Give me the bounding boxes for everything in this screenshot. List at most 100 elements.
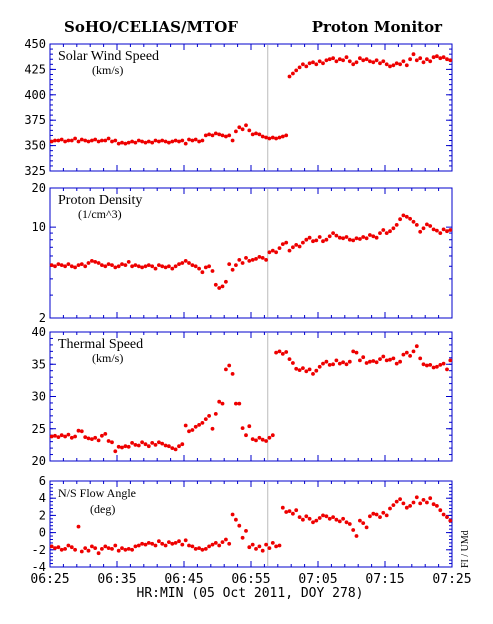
data-point-flow <box>96 551 101 556</box>
data-point-thermal <box>100 433 104 438</box>
data-point-thermal <box>237 401 242 406</box>
data-point-density <box>203 265 208 270</box>
data-point-flow <box>391 503 396 507</box>
y-tick-label: 40 <box>32 325 46 339</box>
data-point-flow <box>244 529 248 533</box>
data-point-speed <box>100 138 104 143</box>
data-point-thermal <box>435 364 439 369</box>
data-point-density <box>96 261 101 265</box>
data-point-thermal <box>327 363 332 367</box>
data-point-density <box>53 264 57 269</box>
panel-unit-flow: (deg) <box>90 502 115 516</box>
data-point-speed <box>63 139 67 144</box>
data-point-flow <box>445 515 449 519</box>
x-tick-label: 06:45 <box>164 572 203 587</box>
data-point-thermal <box>414 344 419 349</box>
data-point-flow <box>331 515 335 519</box>
data-point-density <box>398 217 402 222</box>
data-point-density <box>173 264 178 269</box>
data-point-thermal <box>314 368 319 373</box>
data-point-flow <box>227 541 232 546</box>
data-point-density <box>341 236 345 241</box>
data-point-flow <box>187 543 191 548</box>
data-point-speed <box>140 139 145 144</box>
data-point-speed <box>311 60 315 65</box>
data-point-flow <box>73 547 77 552</box>
side-note: FI / UMd <box>460 530 471 568</box>
data-point-density <box>90 259 94 263</box>
data-point-density <box>344 235 349 239</box>
data-point-flow <box>337 519 342 524</box>
data-point-thermal <box>294 366 299 371</box>
data-point-speed <box>163 139 168 144</box>
data-point-flow <box>277 543 282 548</box>
data-point-flow <box>210 542 215 547</box>
y-tick-label: 25 <box>32 422 46 436</box>
data-point-thermal <box>331 362 335 367</box>
data-point-flow <box>270 541 275 545</box>
data-point-flow <box>384 513 389 518</box>
data-point-density <box>143 264 148 269</box>
data-point-speed <box>331 56 335 61</box>
data-point-density <box>431 227 436 232</box>
data-point-flow <box>321 513 325 518</box>
data-point-thermal <box>358 358 362 363</box>
data-point-thermal <box>364 361 369 365</box>
data-point-speed <box>193 137 198 142</box>
data-point-flow <box>344 520 349 525</box>
data-point-speed <box>277 135 282 140</box>
data-point-density <box>227 262 232 266</box>
data-point-speed <box>428 59 433 64</box>
data-point-density <box>140 265 145 270</box>
data-point-speed <box>280 134 285 139</box>
data-point-speed <box>324 58 329 63</box>
data-point-flow <box>381 510 386 515</box>
data-point-speed <box>267 136 272 141</box>
data-point-flow <box>224 537 228 542</box>
data-point-speed <box>394 61 399 66</box>
y-tick-label: 20 <box>32 454 46 468</box>
data-point-flow <box>404 505 409 510</box>
data-point-speed <box>341 58 345 63</box>
data-point-flow <box>130 547 135 552</box>
data-point-thermal <box>173 447 178 452</box>
data-point-flow <box>56 545 61 550</box>
data-point-speed <box>314 62 319 67</box>
data-point-speed <box>344 55 349 60</box>
data-point-speed <box>143 140 148 145</box>
data-point-thermal <box>180 442 185 447</box>
data-point-thermal <box>93 435 98 440</box>
data-point-flow <box>180 542 185 547</box>
data-point-speed <box>213 131 218 136</box>
y-tick-label: 30 <box>32 390 46 404</box>
data-point-flow <box>146 541 151 545</box>
data-point-speed <box>411 52 416 57</box>
data-point-speed <box>130 139 135 144</box>
data-point-thermal <box>53 433 57 438</box>
data-point-speed <box>224 134 228 139</box>
data-point-density <box>197 266 202 271</box>
data-point-thermal <box>317 364 322 369</box>
panel-unit-thermal: (km/s) <box>92 351 123 365</box>
data-point-density <box>331 231 335 236</box>
data-point-speed <box>90 138 94 143</box>
data-point-flow <box>90 544 94 549</box>
data-point-thermal <box>398 359 402 364</box>
x-tick-label: 06:55 <box>231 572 270 587</box>
data-point-speed <box>103 138 108 143</box>
data-point-density <box>304 237 309 242</box>
data-point-thermal <box>136 443 141 448</box>
data-point-density <box>93 260 98 264</box>
data-point-density <box>240 261 245 265</box>
data-point-speed <box>79 137 84 142</box>
data-point-density <box>364 236 369 241</box>
data-point-speed <box>150 140 155 145</box>
data-point-density <box>126 260 131 264</box>
data-point-flow <box>347 522 352 526</box>
data-point-speed <box>220 133 225 138</box>
data-point-thermal <box>103 432 108 436</box>
data-point-density <box>49 263 54 267</box>
data-point-density <box>83 264 88 269</box>
data-point-thermal <box>371 359 376 363</box>
